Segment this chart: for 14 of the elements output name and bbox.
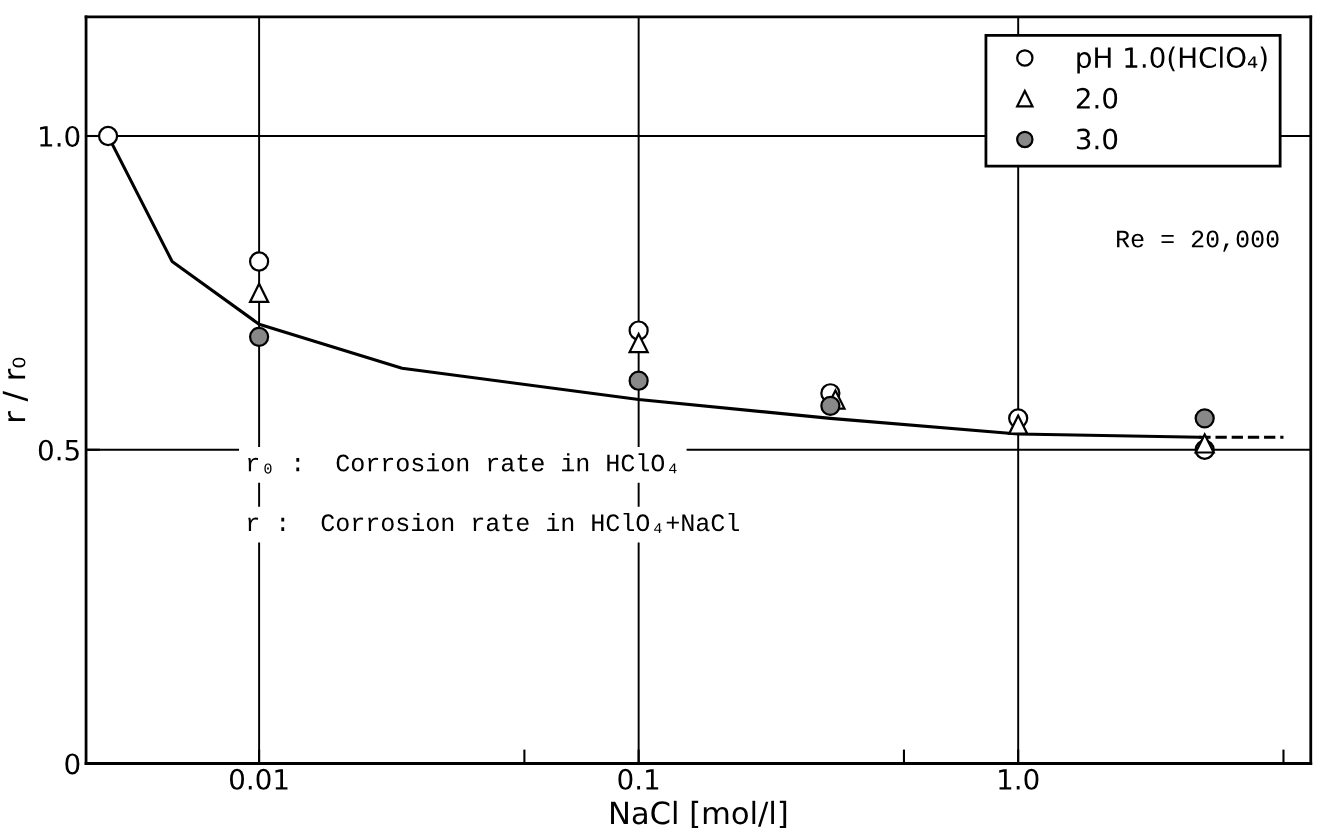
- x-tick-label: 0.01: [230, 768, 288, 790]
- x-tick-label: 0.1: [618, 768, 659, 790]
- x-tick-label: 1.0: [999, 768, 1039, 790]
- x-axis-title: NaCl [mol/l]: [611, 800, 787, 829]
- y-tick-label: 0.5: [38, 439, 79, 461]
- annotation: r : Corrosion rate in HClO₄+NaCl: [248, 512, 739, 534]
- legend-label: pH 1.0(HClO₄): [1077, 46, 1267, 74]
- y-tick-label: 0: [65, 753, 80, 775]
- annotation: Re = 20,000: [1117, 230, 1279, 252]
- y-tick-label: 1.0: [40, 125, 80, 147]
- legend-label: 3.0: [1076, 128, 1118, 150]
- legend-label: 2.0: [1076, 87, 1118, 109]
- y-axis-title: r / r₀: [2, 357, 28, 421]
- annotation: r₀ : Corrosion rate in HClO₄: [248, 453, 677, 474]
